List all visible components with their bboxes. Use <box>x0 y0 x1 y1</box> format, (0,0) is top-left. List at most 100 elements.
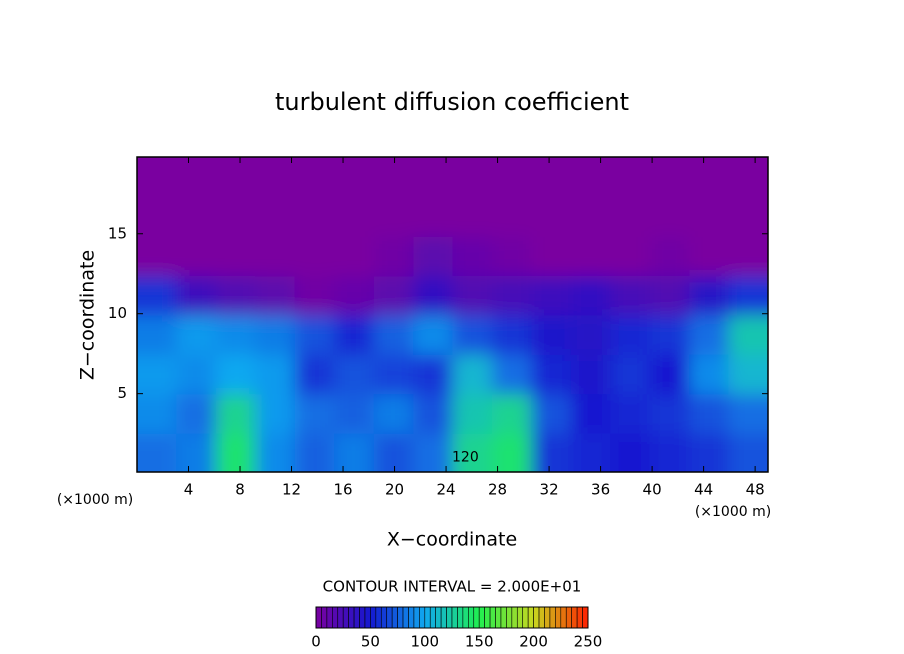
cell <box>255 353 296 395</box>
cell <box>215 314 257 355</box>
cell <box>531 432 572 472</box>
cell <box>176 196 217 237</box>
colorbar-swatch <box>527 606 534 629</box>
cell <box>215 432 257 472</box>
cell <box>413 157 454 198</box>
cell <box>491 196 533 237</box>
cell <box>689 235 730 277</box>
cell <box>570 393 612 434</box>
cell <box>610 196 651 237</box>
x-tick-label: 48 <box>746 481 765 499</box>
colorbar-swatch <box>511 606 518 629</box>
colorbar-swatch <box>478 606 485 629</box>
cell <box>334 314 375 355</box>
cell <box>413 432 454 472</box>
cell <box>570 235 612 277</box>
x-tick-label: 24 <box>437 481 456 499</box>
cell <box>649 353 691 395</box>
x-unit-label: (×1000 m) <box>695 504 771 520</box>
y-tick-label: 5 <box>117 384 127 402</box>
colorbar-swatch <box>462 606 469 629</box>
colorbar-swatch <box>473 606 480 629</box>
cell <box>334 196 375 237</box>
y-tick-label: 10 <box>108 304 127 322</box>
colorbar-frame <box>315 606 589 629</box>
cell <box>413 314 454 355</box>
cell <box>610 432 651 472</box>
cell <box>373 235 415 277</box>
cell <box>570 157 612 198</box>
colorbar-swatch <box>555 606 562 629</box>
x-axis-label: X−coordinate <box>387 529 517 551</box>
cell <box>215 157 257 198</box>
colorbar-swatch <box>321 606 328 629</box>
colorbar-swatch <box>495 606 502 629</box>
cell <box>728 157 768 198</box>
colorbar-swatch <box>576 606 583 629</box>
cell <box>728 432 768 472</box>
field <box>137 157 768 472</box>
cell <box>491 157 533 198</box>
colorbar-swatch <box>402 606 409 629</box>
cell <box>610 275 651 316</box>
cell <box>728 353 768 395</box>
cell <box>294 432 336 472</box>
cell <box>215 196 257 237</box>
colorbar-swatch <box>538 606 545 629</box>
cell <box>610 314 651 355</box>
cell <box>294 275 336 316</box>
cell <box>689 157 730 198</box>
colorbar-swatch <box>457 606 464 629</box>
colorbar: 0 50 100 150 200 250 <box>311 606 603 651</box>
colorbar-swatch <box>571 606 578 629</box>
colorbar-tick-label: 50 <box>361 633 380 651</box>
x-tick-label: 8 <box>235 481 245 499</box>
colorbar-swatch <box>391 606 398 629</box>
cell <box>413 196 454 237</box>
cell <box>373 157 415 198</box>
colorbar-swatch <box>408 606 415 629</box>
annotation: 120 <box>452 450 479 466</box>
x-tick-label: 12 <box>282 481 301 499</box>
colorbar-tick-label: 250 <box>574 633 603 651</box>
cell <box>531 235 572 277</box>
cell <box>334 393 375 434</box>
cell <box>649 432 691 472</box>
x-tick-label: 16 <box>333 481 352 499</box>
cell <box>176 157 217 198</box>
colorbar-swatch <box>413 606 420 629</box>
cell <box>176 235 217 277</box>
cell <box>334 353 375 395</box>
cell <box>255 196 296 237</box>
colorbar-swatch <box>337 606 344 629</box>
cell <box>373 196 415 237</box>
cell <box>413 235 454 277</box>
cell <box>570 353 612 395</box>
cell <box>689 314 730 355</box>
cell <box>176 314 217 355</box>
cell <box>137 314 178 355</box>
plot-frame <box>136 156 769 473</box>
cell <box>570 275 612 316</box>
cell <box>491 393 533 434</box>
contour-note: CONTOUR INTERVAL = 2.000E+01 <box>323 578 582 596</box>
chart-title: turbulent diffusion coefficient <box>275 88 629 116</box>
colorbar-tick-label: 0 <box>311 633 321 651</box>
cell <box>728 196 768 237</box>
cell <box>689 353 730 395</box>
colorbar-tick-label: 150 <box>465 633 494 651</box>
cell <box>570 432 612 472</box>
colorbar-swatch <box>424 606 431 629</box>
cell <box>452 353 493 395</box>
cell <box>137 432 178 472</box>
colorbar-swatch <box>560 606 567 629</box>
colorbar-swatch <box>544 606 551 629</box>
cell <box>413 275 454 316</box>
cell <box>176 353 217 395</box>
cell <box>531 314 572 355</box>
colorbar-swatch <box>582 606 589 629</box>
colorbar-swatch <box>484 606 491 629</box>
colorbar-swatch <box>565 606 572 629</box>
cell <box>413 353 454 395</box>
colorbar-swatch <box>386 606 393 629</box>
